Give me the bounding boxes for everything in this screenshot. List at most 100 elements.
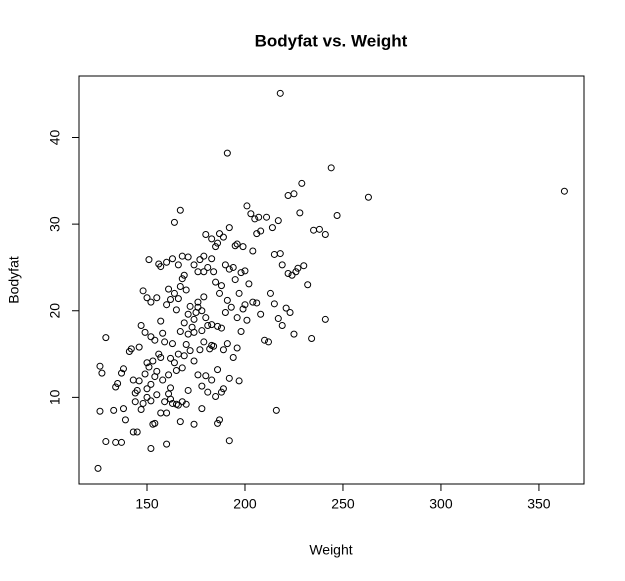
point: [147, 298, 155, 306]
point: [147, 444, 155, 452]
point: [214, 239, 222, 247]
point: [182, 286, 190, 294]
point: [96, 407, 104, 415]
point: [225, 437, 233, 445]
point: [174, 401, 182, 409]
point: [135, 343, 143, 351]
point: [210, 268, 218, 276]
point: [163, 409, 171, 417]
point: [141, 328, 149, 336]
point: [194, 298, 202, 306]
point: [290, 330, 298, 338]
point: [170, 359, 178, 367]
point: [198, 405, 206, 413]
point: [143, 294, 151, 302]
point: [194, 268, 202, 276]
point: [167, 354, 175, 362]
point: [292, 268, 300, 276]
point: [296, 209, 304, 217]
point: [231, 276, 239, 284]
point: [143, 385, 151, 393]
point: [159, 376, 167, 384]
point: [208, 255, 216, 263]
point: [284, 192, 292, 200]
point: [182, 400, 190, 408]
point: [239, 243, 247, 251]
point: [118, 369, 126, 377]
point: [147, 380, 155, 388]
point: [176, 206, 184, 214]
point: [131, 398, 139, 406]
point: [223, 149, 231, 157]
point: [137, 321, 145, 329]
point: [216, 289, 224, 297]
point: [225, 224, 233, 232]
point: [119, 365, 127, 373]
point: [190, 261, 198, 269]
point: [208, 235, 216, 243]
point: [180, 319, 188, 327]
point: [127, 345, 135, 353]
y-tick-label: 30: [47, 216, 63, 232]
point: [202, 231, 210, 239]
point: [196, 256, 204, 264]
point: [249, 247, 257, 255]
point: [174, 295, 182, 303]
point: [178, 275, 186, 283]
point: [241, 301, 249, 309]
point: [153, 391, 161, 399]
point: [243, 316, 251, 324]
point: [216, 230, 224, 238]
point: [243, 202, 251, 210]
point: [102, 334, 110, 342]
point: [216, 416, 224, 424]
point: [102, 438, 110, 446]
point: [255, 213, 263, 221]
point: [190, 315, 198, 323]
x-tick-label: 250: [331, 496, 355, 512]
point: [153, 367, 161, 375]
x-tick-label: 300: [429, 496, 453, 512]
point: [268, 224, 276, 232]
point: [198, 327, 206, 335]
point: [257, 310, 265, 318]
point: [217, 388, 225, 396]
point: [300, 262, 308, 270]
point: [184, 310, 192, 318]
point: [133, 428, 141, 436]
point: [143, 393, 151, 401]
point: [161, 398, 169, 406]
point: [157, 409, 165, 417]
point: [249, 298, 257, 306]
point: [333, 211, 341, 219]
point: [182, 341, 190, 349]
point: [278, 261, 286, 269]
point: [217, 282, 225, 290]
point: [139, 287, 147, 295]
point: [364, 193, 372, 201]
point: [321, 231, 329, 239]
point: [194, 303, 202, 311]
point: [217, 324, 225, 332]
point: [157, 317, 165, 325]
point: [308, 334, 316, 342]
point: [251, 215, 259, 223]
point: [214, 419, 222, 427]
point: [200, 252, 208, 260]
point: [263, 213, 271, 221]
point: [282, 304, 290, 312]
point: [176, 282, 184, 290]
point: [114, 380, 122, 388]
point: [227, 303, 235, 311]
point: [223, 296, 231, 304]
point: [310, 226, 318, 234]
x-tick-label: 350: [527, 496, 551, 512]
point: [180, 271, 188, 279]
point: [223, 340, 231, 348]
point: [149, 357, 157, 365]
point: [184, 330, 192, 338]
point: [270, 300, 278, 308]
point: [202, 314, 210, 322]
point: [118, 438, 126, 446]
point: [172, 306, 180, 314]
